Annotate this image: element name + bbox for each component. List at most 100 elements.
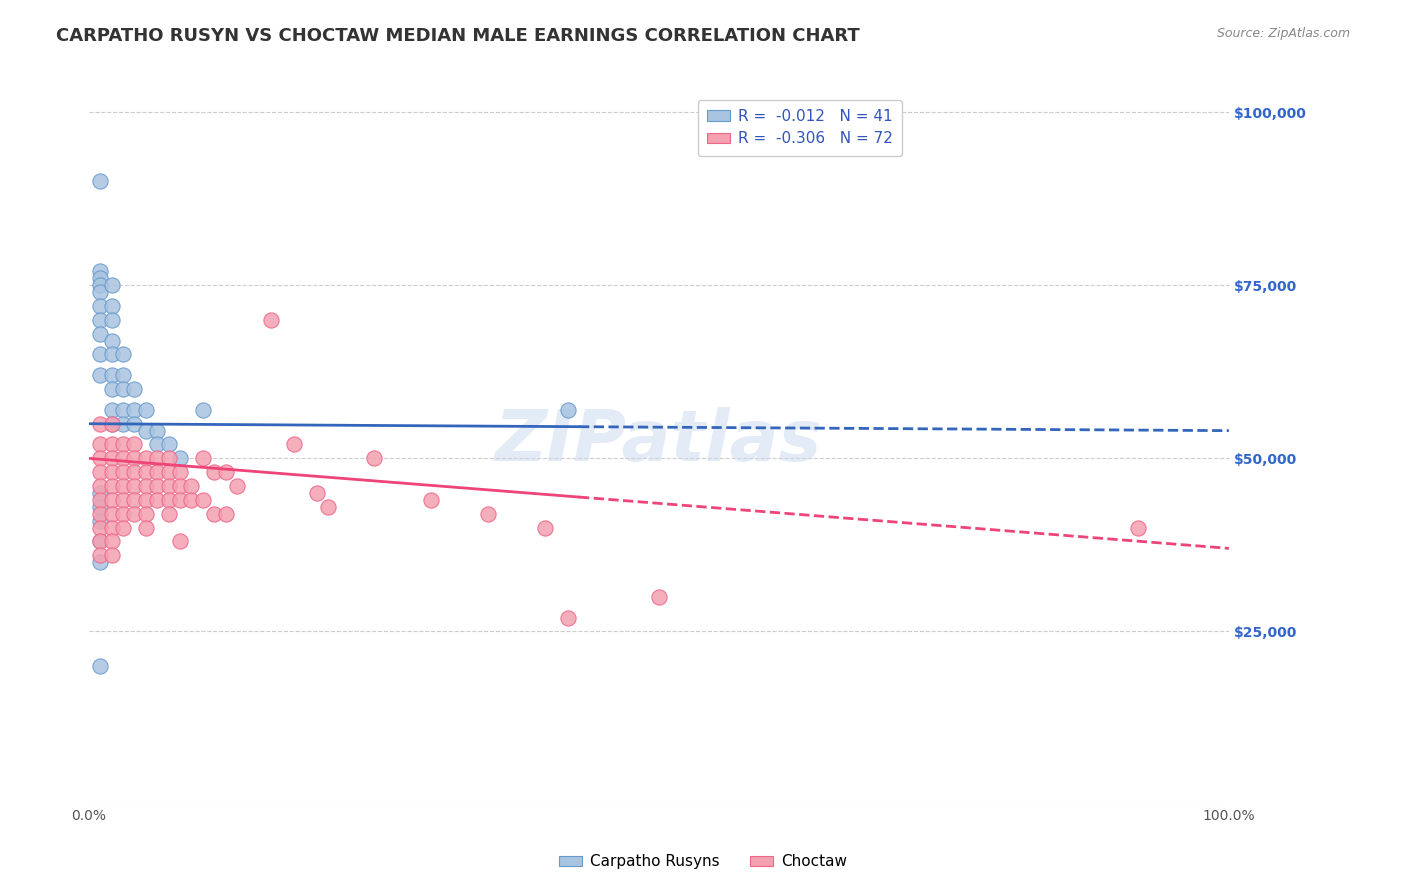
Point xyxy=(89,368,111,383)
Point xyxy=(169,479,191,493)
Point xyxy=(100,549,122,563)
Point xyxy=(89,465,111,479)
Text: ZIPatlas: ZIPatlas xyxy=(495,407,823,475)
Point xyxy=(100,278,122,293)
Point xyxy=(111,520,134,534)
Point xyxy=(89,507,111,521)
Point xyxy=(260,313,283,327)
Legend: R =  -0.012   N = 41, R =  -0.306   N = 72: R = -0.012 N = 41, R = -0.306 N = 72 xyxy=(699,100,903,155)
Point xyxy=(146,479,169,493)
Point xyxy=(111,402,134,417)
Point xyxy=(111,437,134,451)
Point xyxy=(100,382,122,396)
Text: Source: ZipAtlas.com: Source: ZipAtlas.com xyxy=(1216,27,1350,40)
Point xyxy=(557,610,579,624)
Point xyxy=(111,492,134,507)
Point xyxy=(100,479,122,493)
Point xyxy=(89,285,111,300)
Point xyxy=(89,437,111,451)
Point xyxy=(135,402,157,417)
Point xyxy=(89,326,111,341)
Point xyxy=(111,479,134,493)
Point xyxy=(157,492,180,507)
Point xyxy=(89,347,111,361)
Point xyxy=(135,424,157,438)
Point xyxy=(135,507,157,521)
Point xyxy=(100,465,122,479)
Point xyxy=(214,465,236,479)
Point xyxy=(100,534,122,549)
Point xyxy=(100,347,122,361)
Point xyxy=(124,382,146,396)
Point xyxy=(89,479,111,493)
Point xyxy=(111,368,134,383)
Text: CARPATHO RUSYN VS CHOCTAW MEDIAN MALE EARNINGS CORRELATION CHART: CARPATHO RUSYN VS CHOCTAW MEDIAN MALE EA… xyxy=(56,27,860,45)
Point xyxy=(191,402,214,417)
Point xyxy=(191,492,214,507)
Point xyxy=(100,299,122,313)
Point xyxy=(89,500,111,514)
Point xyxy=(146,424,169,438)
Point xyxy=(100,507,122,521)
Point xyxy=(100,451,122,466)
Point xyxy=(477,507,499,521)
Point xyxy=(89,659,111,673)
Point xyxy=(89,520,111,534)
Point xyxy=(89,534,111,549)
Point xyxy=(89,278,111,293)
Point xyxy=(1126,520,1149,534)
Point xyxy=(89,549,111,563)
Point xyxy=(169,534,191,549)
Point xyxy=(146,437,169,451)
Point xyxy=(316,500,339,514)
Point xyxy=(124,507,146,521)
Point xyxy=(533,520,555,534)
Point xyxy=(363,451,385,466)
Point xyxy=(100,437,122,451)
Point xyxy=(135,492,157,507)
Point xyxy=(124,451,146,466)
Point xyxy=(648,590,671,604)
Point xyxy=(135,451,157,466)
Point xyxy=(111,507,134,521)
Point xyxy=(180,492,202,507)
Point xyxy=(89,451,111,466)
Point xyxy=(557,402,579,417)
Point xyxy=(89,174,111,188)
Point xyxy=(124,437,146,451)
Point xyxy=(169,492,191,507)
Point xyxy=(111,347,134,361)
Point xyxy=(124,465,146,479)
Point xyxy=(135,479,157,493)
Point xyxy=(157,465,180,479)
Legend: Carpatho Rusyns, Choctaw: Carpatho Rusyns, Choctaw xyxy=(553,848,853,875)
Point xyxy=(89,492,111,507)
Point xyxy=(89,313,111,327)
Point xyxy=(89,534,111,549)
Point xyxy=(202,465,225,479)
Point xyxy=(100,520,122,534)
Point xyxy=(180,479,202,493)
Point xyxy=(89,264,111,278)
Point xyxy=(111,382,134,396)
Point xyxy=(100,402,122,417)
Point xyxy=(169,465,191,479)
Point xyxy=(124,402,146,417)
Point xyxy=(89,486,111,500)
Point xyxy=(89,514,111,528)
Point xyxy=(100,417,122,431)
Point xyxy=(100,313,122,327)
Point xyxy=(135,520,157,534)
Point xyxy=(283,437,305,451)
Point xyxy=(111,451,134,466)
Point xyxy=(124,479,146,493)
Point xyxy=(89,555,111,569)
Point xyxy=(226,479,249,493)
Point xyxy=(419,492,441,507)
Point xyxy=(146,451,169,466)
Point xyxy=(202,507,225,521)
Point xyxy=(135,465,157,479)
Point xyxy=(100,368,122,383)
Point xyxy=(146,492,169,507)
Point xyxy=(111,417,134,431)
